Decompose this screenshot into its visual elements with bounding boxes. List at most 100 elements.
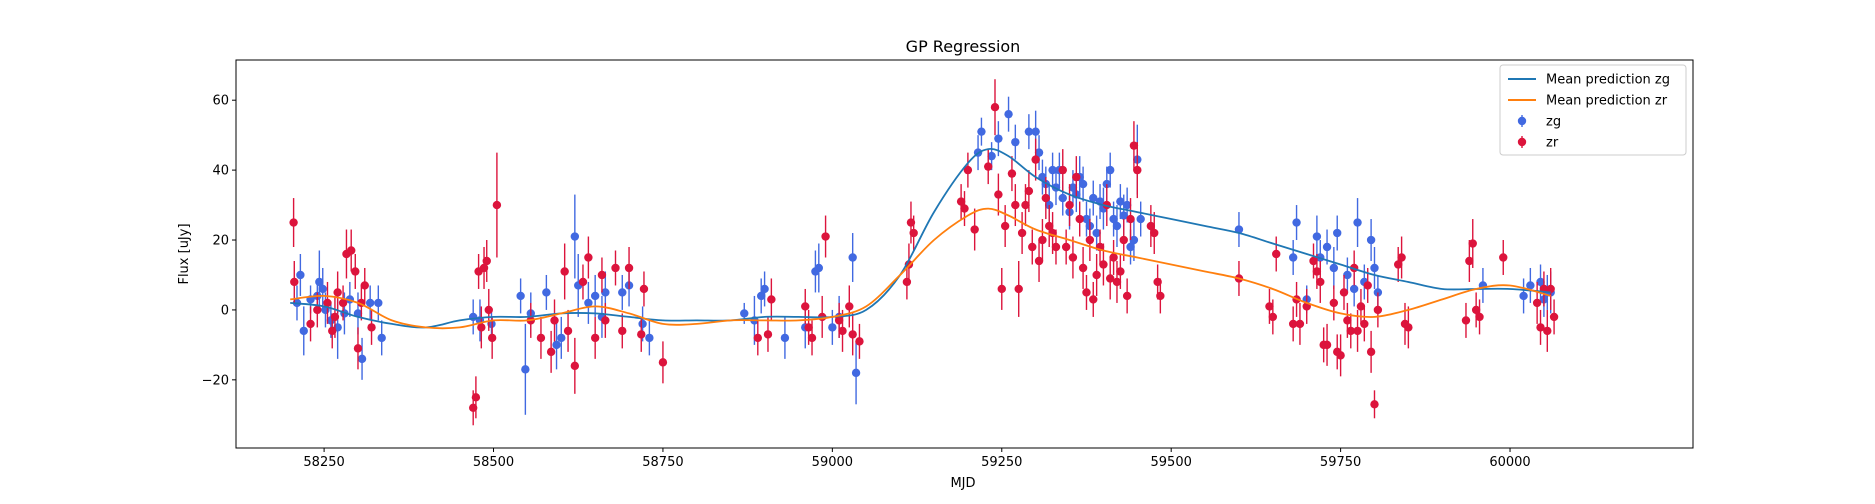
data-point-zr: [611, 263, 620, 273]
data-point-zg: [987, 151, 996, 161]
data-point-zr: [1007, 169, 1017, 178]
data-point-zr: [570, 361, 580, 371]
data-point-zg: [1322, 242, 1332, 252]
data-point-zr: [550, 316, 559, 325]
data-point-zr: [855, 337, 864, 346]
data-point-zg: [994, 134, 1003, 143]
data-point-zr: [984, 162, 993, 171]
x-tick-label: 59250: [981, 455, 1022, 470]
data-point-zr: [1106, 274, 1115, 283]
data-point-zg: [557, 333, 566, 343]
data-point-zr: [763, 330, 773, 339]
data-point-zr: [639, 284, 649, 294]
data-point-zr: [1011, 200, 1020, 210]
data-point-zr: [970, 225, 979, 234]
data-point-zr: [821, 232, 830, 241]
legend: Mean prediction zg Mean prediction zr zg zr: [1499, 64, 1687, 156]
data-point-zr: [351, 267, 360, 276]
data-point-zg: [374, 298, 383, 308]
data-point-zr: [1065, 200, 1074, 210]
data-point-zg: [1082, 214, 1091, 224]
data-point-zr: [584, 253, 593, 262]
data-point-zr: [1316, 277, 1325, 287]
data-point-zg: [1288, 253, 1298, 262]
data-point-zr: [1072, 172, 1081, 182]
data-point-zr: [658, 358, 668, 367]
data-point-zg: [756, 291, 766, 301]
data-point-zg: [1031, 127, 1040, 136]
data-point-zr: [560, 267, 569, 276]
mean-prediction-line: [290, 147, 1551, 329]
data-point-zr: [1126, 214, 1135, 224]
y-tick-label: 60: [212, 94, 229, 109]
data-point-zr: [597, 270, 607, 280]
data-point-zr: [767, 295, 776, 304]
data-point-zr: [1028, 242, 1037, 252]
data-point-zr: [1468, 239, 1477, 248]
data-point-zr: [1532, 298, 1542, 308]
x-tick-label: 60000: [1489, 455, 1530, 470]
data-point-zg: [1058, 193, 1067, 203]
data-point-zr: [1404, 323, 1413, 332]
data-point-zr: [1322, 340, 1332, 350]
data-point-zr: [492, 200, 502, 210]
data-point-zr: [624, 263, 634, 273]
data-point-zr: [1329, 298, 1339, 308]
data-point-zr: [1119, 235, 1128, 245]
data-point-zr: [1536, 323, 1545, 332]
data-point-zr: [347, 246, 356, 255]
data-point-zg: [584, 298, 593, 308]
data-point-zr: [563, 326, 573, 336]
data-point-zg: [1519, 291, 1528, 301]
data-point-zg: [1004, 109, 1013, 119]
data-point-zr: [1133, 165, 1142, 175]
y-tick-label: 40: [212, 164, 229, 179]
data-point-zr: [1499, 253, 1508, 262]
data-point-zg: [1122, 200, 1132, 210]
data-point-zr: [997, 284, 1006, 294]
data-point-zr: [323, 298, 332, 308]
data-point-zr: [1373, 305, 1383, 315]
data-point-zr: [1465, 256, 1474, 266]
data-point-zr: [1370, 400, 1379, 409]
data-point-zr: [990, 102, 1000, 112]
data-point-zr: [1549, 312, 1559, 322]
data-point-zr: [1356, 302, 1366, 311]
series-zr: [289, 79, 1559, 426]
data-point-zr: [994, 190, 1003, 199]
data-point-zr: [801, 302, 810, 311]
x-tick-label: 58750: [642, 455, 683, 470]
data-point-zr: [1085, 235, 1095, 245]
data-point-zr: [834, 316, 844, 325]
data-point-zr: [963, 165, 973, 175]
data-point-zr: [1034, 256, 1044, 266]
data-point-zg: [851, 368, 861, 378]
data-point-zr: [601, 316, 610, 325]
data-point-zr: [578, 277, 588, 287]
data-point-zr: [477, 323, 486, 332]
data-point-zr: [333, 288, 342, 297]
data-point-zg: [1353, 218, 1362, 227]
data-point-zr: [1366, 347, 1376, 357]
data-point-zg: [516, 291, 525, 301]
plot-frame: [235, 59, 1694, 449]
legend-label: zg: [1546, 115, 1561, 130]
data-point-zr: [1272, 249, 1281, 259]
data-point-zg: [760, 284, 769, 294]
mean-prediction-line: [290, 207, 1551, 330]
data-point-zg: [1034, 148, 1044, 157]
data-point-zr: [807, 333, 817, 343]
axis-ticks: 58250 58500 58750 59000 59250 59500 59750 60000…: [202, 94, 1531, 470]
data-point-zr: [1461, 316, 1471, 325]
data-point-zr: [1082, 288, 1091, 297]
data-point-zr: [1116, 267, 1125, 276]
y-tick-label: 20: [212, 234, 229, 249]
data-point-zg: [299, 326, 308, 336]
data-point-zg: [1078, 179, 1088, 189]
data-point-zr: [1268, 312, 1278, 322]
data-point-zg: [1011, 137, 1020, 147]
data-point-zg: [1129, 235, 1139, 245]
data-point-zr: [313, 305, 322, 315]
data-point-zr: [1288, 319, 1298, 329]
